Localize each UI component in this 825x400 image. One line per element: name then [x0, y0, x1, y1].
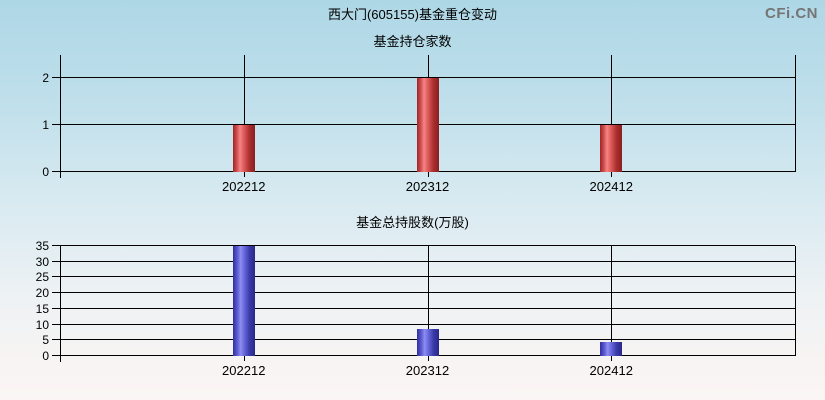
y-gridline — [52, 276, 795, 278]
page-title: 西大门(605155)基金重仓变动 — [327, 7, 498, 22]
y-tick-label: 25 — [35, 270, 49, 285]
y-tick-label: 5 — [42, 333, 49, 348]
y-axis-line — [60, 55, 61, 178]
category-line — [611, 55, 613, 177]
y-gridline — [52, 260, 795, 262]
y-tick-label: 10 — [35, 317, 49, 332]
fund-shares-plot-area: 0 5 10 15 20 25 30 35 202212 202312 202412 — [36, 239, 796, 378]
cfi-watermark-logo: CFi.CN — [765, 5, 818, 22]
y-tick-label: 1 — [42, 118, 49, 133]
plot-right-border — [795, 246, 796, 356]
y-gridline — [52, 292, 795, 294]
y-axis-line — [60, 246, 61, 362]
plot-right-border — [795, 55, 796, 172]
bar — [232, 125, 255, 172]
y-tick-label: 0 — [42, 349, 49, 363]
category-line — [243, 55, 245, 177]
y-tick-label: 0 — [42, 165, 49, 179]
category-label: 202312 — [405, 179, 450, 194]
category-line — [427, 246, 429, 361]
category-label: 202212 — [222, 363, 266, 378]
bar — [416, 328, 439, 356]
y-gridline — [52, 307, 795, 309]
y-tick-label: 20 — [35, 286, 49, 301]
category-label: 202412 — [589, 179, 633, 194]
y-tick-label: 15 — [35, 301, 49, 316]
category-label: 202212 — [222, 179, 266, 194]
bar — [416, 78, 439, 172]
bar — [600, 125, 623, 172]
y-gridline — [52, 77, 795, 79]
fund-holders-plot-area: 0 1 2 202212 202312 202412 — [42, 55, 796, 194]
category-label: 202312 — [405, 363, 450, 378]
y-gridline — [52, 323, 795, 325]
bar — [232, 246, 255, 356]
y-gridline — [52, 245, 795, 246]
y-tick-label: 2 — [42, 71, 49, 86]
fund-shares-chart-title: 基金总持股数(万股) — [356, 215, 469, 230]
y-tick-label: 30 — [35, 254, 49, 269]
category-label: 202412 — [589, 363, 633, 378]
y-tick-label: 35 — [35, 239, 49, 253]
category-line — [611, 246, 613, 361]
fund-holders-chart-title: 基金持仓家数 — [373, 34, 452, 49]
bar — [600, 342, 623, 356]
